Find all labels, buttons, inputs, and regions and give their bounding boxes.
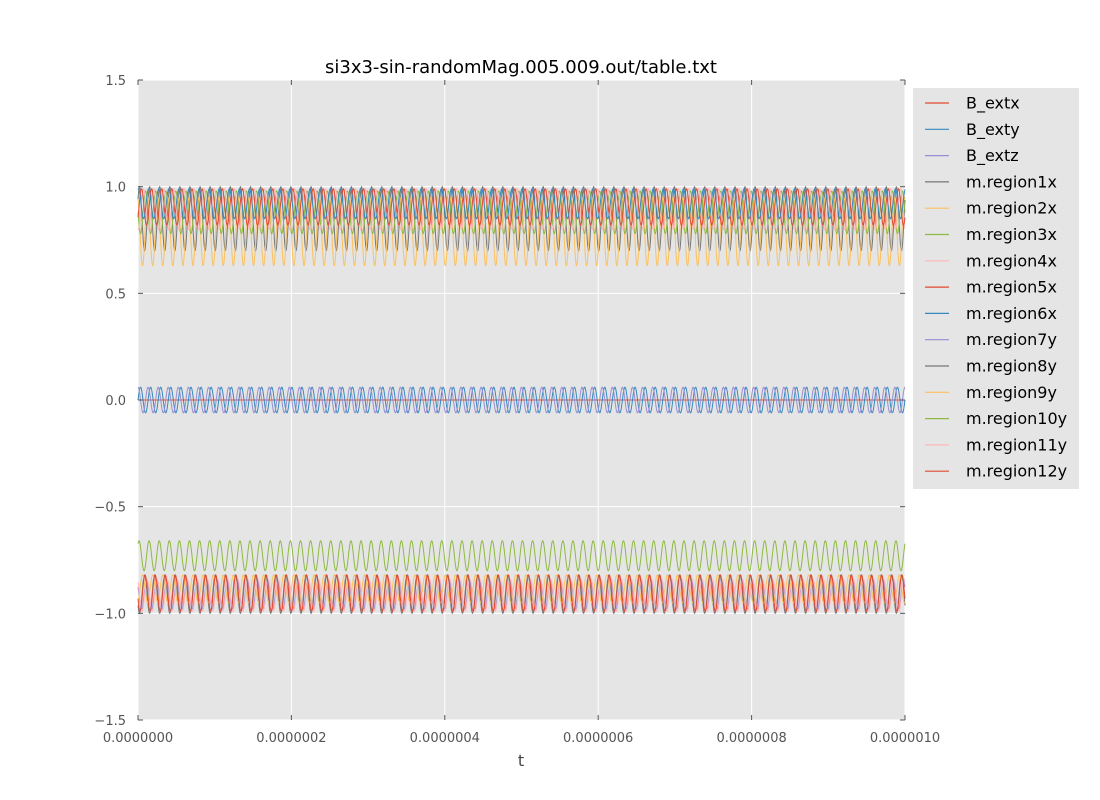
legend-label: m.region4x	[966, 251, 1057, 270]
series-line-m.region12y	[137, 574, 906, 612]
series-line-m.region11y	[137, 578, 906, 612]
y-tick-label: −1.0	[94, 607, 126, 622]
x-tick-label: 0.0000008	[716, 731, 786, 746]
legend-box	[913, 88, 1079, 489]
legend-label: B_extz	[966, 146, 1019, 166]
y-tick-label: −1.5	[94, 714, 126, 729]
legend-label: B_extx	[966, 94, 1020, 114]
legend-label: B_exty	[966, 120, 1020, 140]
x-tick-label: 0.0000010	[870, 731, 940, 746]
legend-label: m.region3x	[966, 225, 1057, 244]
chart-title: si3x3-sin-randomMag.005.009.out/table.tx…	[325, 57, 717, 78]
x-tick-label: 0.0000002	[256, 731, 326, 746]
series-line-m.region10y	[137, 540, 906, 572]
legend-label: m.region11y	[966, 435, 1067, 454]
x-axis-label: t	[518, 751, 524, 770]
x-tick-label: 0.0000006	[563, 731, 633, 746]
series-line-m.region6x	[137, 188, 906, 220]
legend-label: m.region9y	[966, 383, 1057, 402]
x-tick-label: 0.0000000	[103, 731, 173, 746]
ticks: 0.0000000 0.0000002 0.0000004 0.0000006 0.00…	[94, 74, 940, 746]
y-tick-label: 0.0	[105, 394, 126, 409]
legend: B_extx B_exty B_extz m.region1x m.region2x m.…	[913, 88, 1079, 489]
y-tick-label: −0.5	[94, 501, 126, 516]
series-line-m.region2x	[137, 196, 906, 267]
y-tick-label: 1.5	[105, 74, 126, 89]
legend-label: m.region10y	[966, 409, 1067, 428]
legend-label: m.region7y	[966, 330, 1057, 349]
series-line-B_exty	[137, 386, 906, 414]
y-tick-label: 1.0	[105, 181, 126, 196]
series-line-B_extz	[137, 386, 906, 414]
legend-label: m.region5x	[966, 278, 1057, 297]
legend-label: m.region12y	[966, 462, 1067, 481]
y-tick-label: 0.5	[105, 287, 126, 302]
legend-label: m.region6x	[966, 304, 1057, 323]
series-group	[137, 185, 906, 615]
legend-label: m.region8y	[966, 357, 1057, 376]
legend-label: m.region1x	[966, 172, 1057, 191]
legend-label: m.region2x	[966, 199, 1057, 218]
x-tick-label: 0.0000004	[410, 731, 480, 746]
